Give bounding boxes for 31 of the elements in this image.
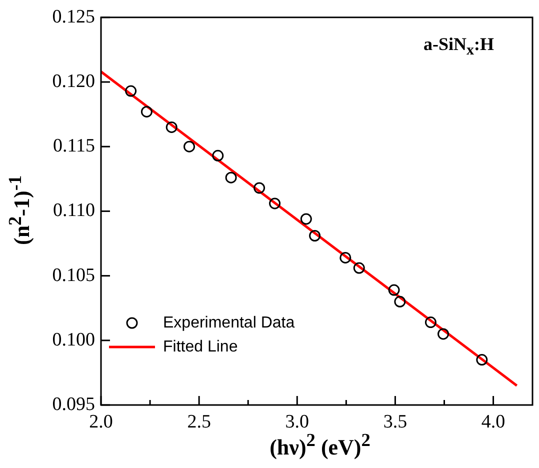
point xyxy=(476,354,488,366)
y-tick-label: 0.100 xyxy=(52,329,95,350)
y-tick-label: 0.105 xyxy=(52,264,95,286)
x-tick-label: 2.5 xyxy=(187,411,211,432)
x-axis-title: (hν)$^{2}$ (eV)$^{2}$ xyxy=(270,430,370,460)
y-tick-label: 0.115 xyxy=(52,136,95,157)
point xyxy=(438,328,450,340)
legend-label: Fitted Line xyxy=(163,338,238,356)
y-tick-label: 0.125 xyxy=(52,6,95,28)
point xyxy=(184,140,196,152)
x-tick-label: 4.0 xyxy=(481,411,506,432)
point xyxy=(225,172,237,184)
x-tick-label: 3.0 xyxy=(285,411,310,432)
point xyxy=(300,213,312,225)
legend-label: Experimental Data xyxy=(163,314,295,332)
y-tick-label: 0.120 xyxy=(52,70,95,92)
point xyxy=(254,182,266,194)
point xyxy=(424,316,436,328)
point xyxy=(388,284,400,296)
point xyxy=(140,106,152,118)
point xyxy=(394,296,406,308)
point xyxy=(309,230,321,242)
point xyxy=(212,150,224,162)
annotation: a-SiN$_{x}$:H xyxy=(423,34,494,60)
y-tick-label: 0.110 xyxy=(52,200,95,222)
point xyxy=(340,252,352,264)
x-tick-label: 3.5 xyxy=(383,411,408,432)
point xyxy=(125,85,137,97)
point xyxy=(166,121,178,133)
point xyxy=(353,262,365,274)
point xyxy=(269,198,281,210)
